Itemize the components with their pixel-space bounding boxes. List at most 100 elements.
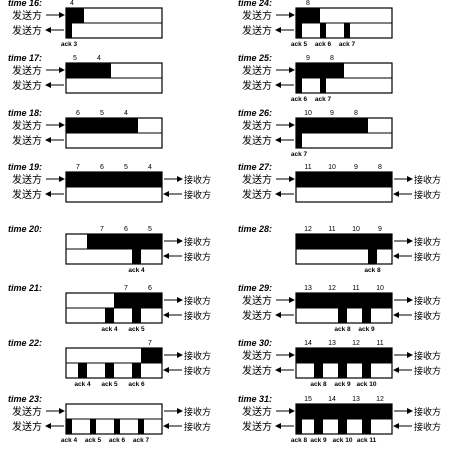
sender-label: 发送方 — [12, 173, 42, 186]
ack-label: ack 10 — [333, 437, 353, 444]
ack-packet-block — [362, 308, 372, 323]
sender-label: 发送方 — [242, 119, 272, 132]
ack-label: ack 8 — [334, 326, 351, 333]
ack-label: ack 6 — [291, 96, 308, 103]
time-label: time 27: — [238, 162, 272, 172]
sequence-number: 14 — [328, 396, 336, 403]
receiver-label: 接收方 — [414, 251, 441, 262]
sender-label: 发送方 — [242, 364, 272, 377]
sequence-number: 7 — [148, 340, 152, 347]
time-label: time 16: — [8, 0, 42, 8]
receiver-label: 接收方 — [184, 295, 211, 306]
sender-label: 发送方 — [242, 309, 272, 322]
ack-label: ack 6 — [128, 381, 145, 388]
ack-label: ack 7 — [291, 151, 308, 158]
ack-label: ack 4 — [74, 381, 91, 388]
sender-label: 发送方 — [12, 24, 42, 37]
receiver-label: 接收方 — [184, 365, 211, 376]
ack-label: ack 10 — [357, 381, 377, 388]
ack-packet-block — [296, 23, 302, 38]
ack-packet-block — [132, 363, 142, 378]
data-packet-block — [296, 348, 392, 363]
time-label: time 24: — [238, 0, 272, 8]
sender-label: 发送方 — [242, 349, 272, 362]
sequence-number: 7 — [76, 164, 80, 171]
time-label: time 17: — [8, 53, 42, 63]
receiver-label: 接收方 — [184, 310, 211, 321]
ack-label: ack 4 — [128, 267, 145, 274]
ack-packet-block — [132, 249, 142, 264]
sequence-number: 5 — [100, 110, 104, 117]
ack-packet-block — [132, 308, 142, 323]
ack-packet-block — [78, 363, 88, 378]
ack-packet-block — [105, 308, 114, 323]
sequence-number: 4 — [148, 164, 152, 171]
sequence-number: 10 — [352, 226, 360, 233]
data-packet-block — [66, 118, 138, 133]
ack-label: ack 9 — [334, 381, 351, 388]
ack-label: ack 11 — [357, 437, 377, 444]
receiver-label: 接收方 — [414, 236, 441, 247]
sender-label: 发送方 — [242, 79, 272, 92]
ack-packet-block — [344, 23, 350, 38]
receiver-label: 接收方 — [184, 406, 211, 417]
time-label: time 22: — [8, 338, 42, 348]
data-packet-block — [87, 234, 162, 249]
sequence-number: 8 — [330, 55, 334, 62]
ack-label: ack 8 — [364, 267, 381, 274]
time-label: time 20: — [8, 224, 42, 234]
ack-label: ack 7 — [339, 41, 356, 48]
time-label: time 19: — [8, 162, 42, 172]
sender-label: 发送方 — [12, 420, 42, 433]
time-label: time 28: — [238, 224, 272, 234]
sender-label: 发送方 — [12, 134, 42, 147]
sequence-number: 10 — [328, 164, 336, 171]
ack-label: ack 5 — [85, 437, 102, 444]
sequence-number: 12 — [376, 396, 384, 403]
sequence-number: 6 — [124, 226, 128, 233]
ack-label: ack 9 — [310, 437, 327, 444]
ack-label: ack 9 — [358, 326, 375, 333]
data-packet-block — [66, 63, 112, 78]
ack-packet-block — [362, 363, 372, 378]
sender-label: 发送方 — [242, 188, 272, 201]
sequence-number: 12 — [304, 226, 312, 233]
sender-label: 发送方 — [242, 294, 272, 307]
sequence-number: 9 — [378, 226, 382, 233]
time-label: time 21: — [8, 283, 42, 293]
sender-label: 发送方 — [242, 24, 272, 37]
receiver-label: 接收方 — [414, 350, 441, 361]
ack-label: ack 5 — [128, 326, 145, 333]
data-packet-block — [66, 172, 162, 187]
receiver-label: 接收方 — [184, 174, 211, 185]
sender-label: 发送方 — [12, 119, 42, 132]
sender-label: 发送方 — [12, 79, 42, 92]
sequence-number: 15 — [304, 396, 312, 403]
receiver-label: 接收方 — [184, 421, 211, 432]
ack-label: ack 8 — [291, 437, 308, 444]
time-label: time 18: — [8, 108, 42, 118]
time-label: time 23: — [8, 394, 42, 404]
sender-label: 发送方 — [242, 173, 272, 186]
sequence-number: 7 — [100, 226, 104, 233]
sender-label: 发送方 — [12, 9, 42, 22]
sequence-number: 4 — [70, 0, 74, 7]
sequence-number: 6 — [76, 110, 80, 117]
ack-label: ack 8 — [310, 381, 327, 388]
receiver-label: 接收方 — [184, 189, 211, 200]
sequence-number: 10 — [376, 285, 384, 292]
sequence-number: 6 — [100, 164, 104, 171]
sequence-number: 9 — [306, 55, 310, 62]
sender-label: 发送方 — [12, 64, 42, 77]
receiver-label: 接收方 — [184, 251, 211, 262]
data-packet-block — [296, 234, 392, 249]
sender-label: 发送方 — [242, 420, 272, 433]
sequence-number: 14 — [304, 340, 312, 347]
sequence-number: 5 — [148, 226, 152, 233]
ack-packet-block — [66, 23, 72, 38]
data-packet-block — [296, 118, 368, 133]
ack-packet-block — [338, 419, 348, 434]
ack-packet-block — [66, 419, 72, 434]
time-label: time 30: — [238, 338, 272, 348]
